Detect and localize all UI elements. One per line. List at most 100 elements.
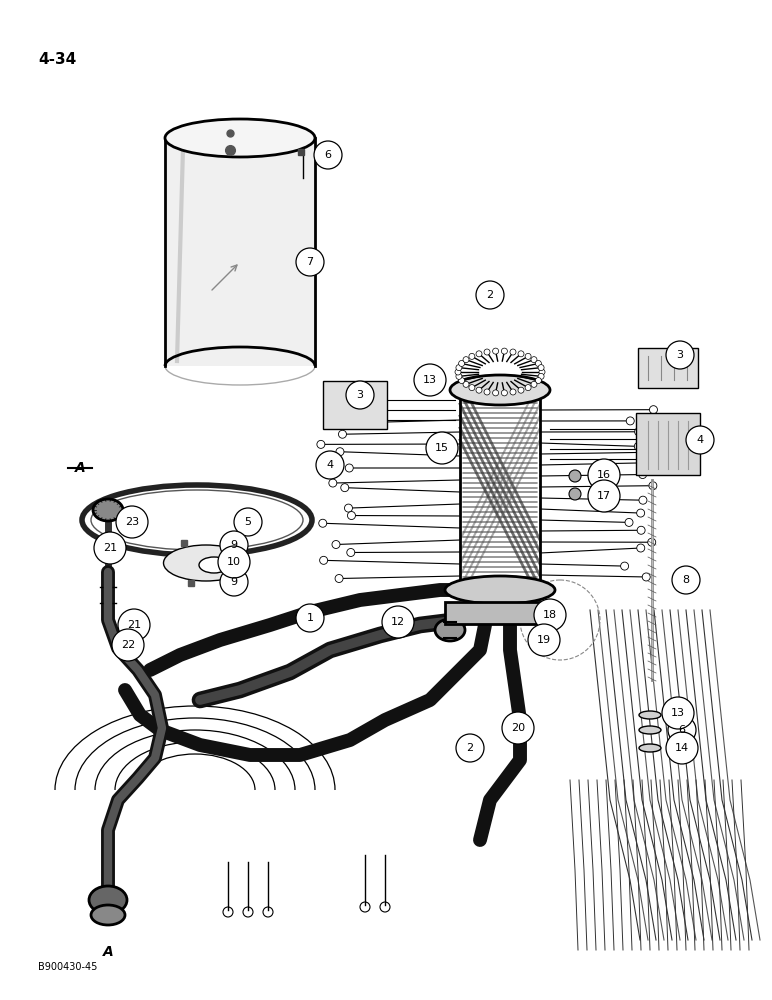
Circle shape [638, 471, 647, 479]
Circle shape [666, 341, 694, 369]
Text: 2: 2 [466, 743, 473, 753]
Circle shape [493, 390, 499, 396]
Text: 4: 4 [696, 435, 703, 445]
Text: 12: 12 [391, 617, 405, 627]
Circle shape [234, 508, 262, 536]
Text: 6: 6 [324, 150, 331, 160]
Text: 15: 15 [435, 443, 449, 453]
FancyBboxPatch shape [638, 348, 698, 388]
Circle shape [382, 606, 414, 638]
Circle shape [426, 432, 458, 464]
Circle shape [518, 351, 524, 357]
Circle shape [463, 357, 469, 363]
Text: B900430-45: B900430-45 [38, 962, 97, 972]
Text: 3: 3 [357, 390, 364, 400]
Ellipse shape [450, 375, 550, 405]
Text: 7: 7 [306, 257, 313, 267]
Ellipse shape [639, 711, 661, 719]
Ellipse shape [199, 557, 229, 573]
Circle shape [626, 417, 635, 425]
Circle shape [463, 381, 469, 387]
Circle shape [347, 512, 355, 520]
Text: 3: 3 [676, 350, 683, 360]
FancyBboxPatch shape [323, 381, 387, 429]
Circle shape [296, 248, 324, 276]
Circle shape [648, 538, 655, 546]
Circle shape [414, 364, 446, 396]
Circle shape [531, 357, 537, 363]
Text: 13: 13 [671, 708, 685, 718]
Circle shape [639, 496, 647, 504]
Text: 17: 17 [597, 491, 611, 501]
Text: 16: 16 [597, 470, 611, 480]
Circle shape [655, 448, 662, 456]
Text: 23: 23 [125, 517, 139, 527]
Circle shape [316, 451, 344, 479]
Text: 13: 13 [423, 375, 437, 385]
Text: 22: 22 [121, 640, 135, 650]
Circle shape [456, 373, 462, 379]
Text: 10: 10 [227, 557, 241, 567]
Circle shape [484, 349, 490, 355]
Circle shape [649, 406, 658, 414]
Circle shape [338, 430, 347, 438]
Circle shape [538, 373, 544, 379]
Circle shape [476, 387, 482, 393]
Circle shape [662, 697, 694, 729]
Text: 21: 21 [127, 620, 141, 630]
Circle shape [319, 519, 327, 527]
Text: 2: 2 [486, 290, 493, 300]
Circle shape [535, 360, 541, 366]
Circle shape [335, 575, 343, 583]
Circle shape [621, 562, 628, 570]
Circle shape [469, 385, 475, 391]
Circle shape [476, 281, 504, 309]
Circle shape [218, 546, 250, 578]
Circle shape [637, 509, 645, 517]
Circle shape [493, 348, 499, 354]
Circle shape [320, 556, 327, 564]
Circle shape [459, 360, 465, 366]
Circle shape [459, 378, 465, 384]
Circle shape [538, 365, 544, 371]
Circle shape [345, 464, 354, 472]
Circle shape [686, 426, 714, 454]
Text: 19: 19 [537, 635, 551, 645]
Circle shape [525, 353, 531, 359]
Circle shape [672, 566, 700, 594]
Text: 4: 4 [327, 460, 334, 470]
Ellipse shape [445, 576, 555, 604]
Text: 5: 5 [245, 517, 252, 527]
Circle shape [531, 381, 537, 387]
Ellipse shape [435, 619, 465, 641]
Circle shape [336, 448, 344, 456]
Circle shape [347, 548, 355, 556]
Circle shape [329, 479, 337, 487]
Circle shape [502, 712, 534, 744]
Text: 14: 14 [675, 743, 689, 753]
Circle shape [501, 348, 507, 354]
Circle shape [118, 609, 150, 641]
Circle shape [353, 419, 361, 427]
Circle shape [484, 389, 490, 395]
Circle shape [642, 573, 650, 581]
Ellipse shape [639, 726, 661, 734]
Circle shape [501, 390, 507, 396]
Ellipse shape [639, 744, 661, 752]
Circle shape [456, 365, 462, 371]
Circle shape [635, 428, 642, 436]
Circle shape [535, 378, 541, 384]
Circle shape [346, 381, 374, 409]
Circle shape [476, 351, 482, 357]
Text: 6: 6 [679, 725, 686, 735]
Circle shape [637, 544, 645, 552]
Ellipse shape [93, 499, 123, 521]
Circle shape [645, 459, 652, 467]
Circle shape [666, 732, 698, 764]
Circle shape [534, 599, 566, 631]
Text: A: A [75, 461, 86, 475]
Ellipse shape [165, 119, 315, 157]
Text: 21: 21 [103, 543, 117, 553]
Circle shape [539, 369, 545, 375]
Circle shape [469, 353, 475, 359]
